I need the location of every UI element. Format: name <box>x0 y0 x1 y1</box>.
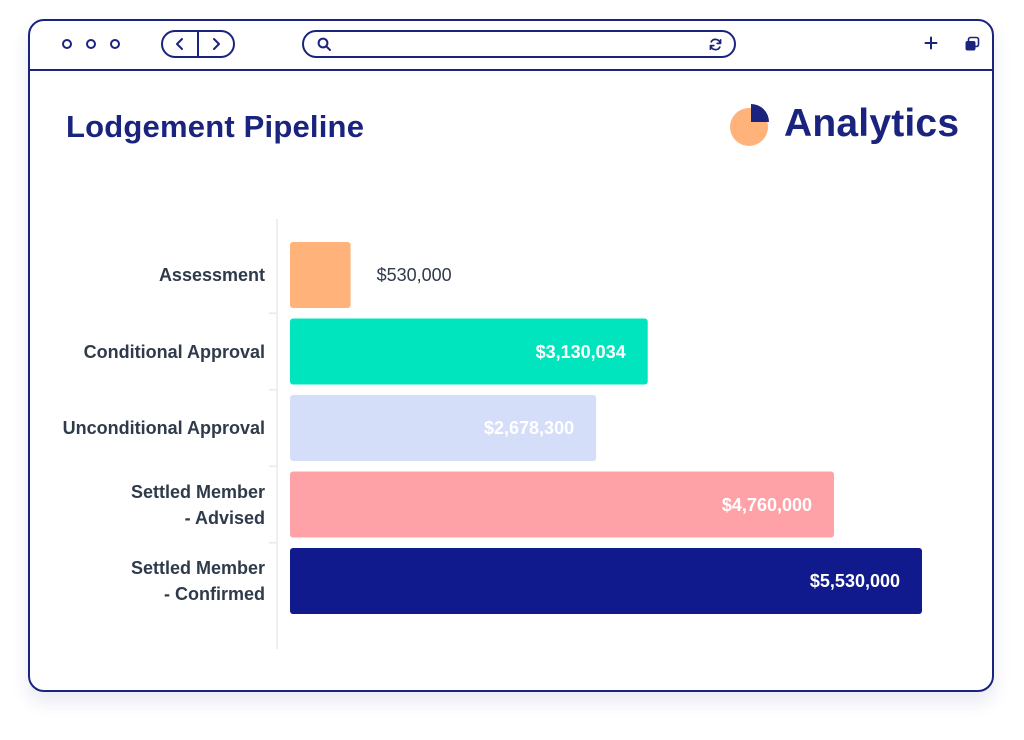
category-label-line: Settled Member <box>130 558 265 578</box>
brand-logo: Analytics <box>729 102 959 146</box>
page-title: Lodgement Pipeline <box>66 109 365 144</box>
bar-2[interactable] <box>290 318 648 385</box>
navigation-buttons <box>161 30 235 58</box>
search-icon <box>317 37 331 51</box>
value-label: $2,678,300 <box>484 418 575 438</box>
category-label-line: - Confirmed <box>164 584 265 604</box>
window-dot[interactable] <box>86 39 96 49</box>
bar-3[interactable] <box>290 395 597 461</box>
value-label: $530,000 <box>376 265 452 285</box>
browser-window: Lodgement Pipeline Analytics Assessment $… <box>28 19 994 692</box>
chevron-left-icon <box>176 38 183 50</box>
value-label: $3,130,034 <box>535 341 626 362</box>
category-label-line: Assessment <box>158 265 265 285</box>
window-dot[interactable] <box>110 39 120 49</box>
address-bar[interactable] <box>302 30 736 58</box>
category-label: Conditional Approval <box>40 339 265 365</box>
window-dot[interactable] <box>62 39 72 49</box>
category-label: Unconditional Approval <box>40 415 265 441</box>
brand-name: Analytics <box>784 102 960 145</box>
chevron-right-icon <box>213 38 220 50</box>
category-label: Assessment <box>40 262 265 288</box>
refresh-icon[interactable] <box>708 37 723 52</box>
chart-canvas <box>269 219 922 649</box>
category-label-line: Conditional Approval <box>83 341 265 362</box>
browser-toolbar <box>30 21 992 71</box>
bar-5[interactable] <box>290 548 922 614</box>
pie-chart-icon <box>730 104 769 146</box>
bar-chart: Assessment $530,000 Conditional Approval $3… <box>30 219 992 649</box>
back-button[interactable] <box>163 32 197 56</box>
forward-button[interactable] <box>197 32 233 56</box>
bar-1[interactable] <box>290 242 351 308</box>
category-label-line: Settled Member <box>130 481 265 502</box>
bar-4[interactable] <box>290 471 834 538</box>
plus-icon[interactable] <box>924 36 938 50</box>
category-label-line: Unconditional Approval <box>62 418 265 438</box>
tabs-icon[interactable] <box>964 36 980 52</box>
category-label: Settled Member - Confirmed <box>40 555 265 607</box>
value-label: $5,530,000 <box>809 571 900 591</box>
value-label: $4,760,000 <box>721 494 812 515</box>
category-label: Settled Member - Advised <box>40 479 265 531</box>
category-label-line: - Advised <box>184 507 265 528</box>
